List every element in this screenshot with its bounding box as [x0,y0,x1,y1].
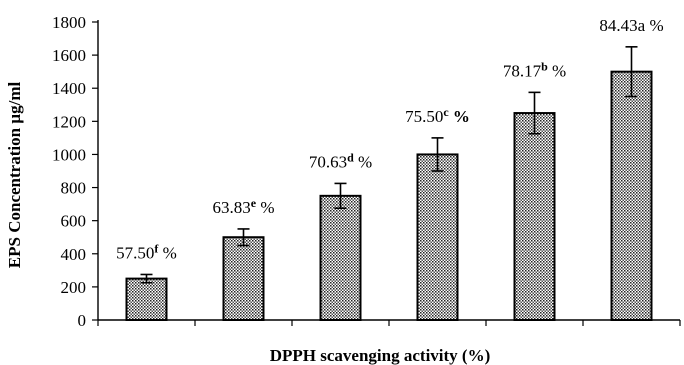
data-label: 78.17b % [503,59,566,80]
data-label: 84.43a % [599,16,663,35]
y-axis-title: EPS Concentration µg/ml [5,82,24,269]
bar [416,153,459,321]
data-label: 57.50f % [116,241,177,262]
bar [610,70,653,321]
y-tick-label: 400 [61,245,87,264]
y-tick-label: 200 [61,278,87,297]
bar [222,236,265,322]
data-label: 70.63d % [309,150,372,171]
y-tick-label: 800 [61,179,87,198]
y-tick-label: 600 [61,212,87,231]
bar [319,194,362,321]
y-tick-label: 1400 [52,79,86,98]
y-tick-label: 0 [78,311,87,330]
y-tick-label: 1800 [52,13,86,32]
y-tick-label: 1000 [52,145,86,164]
x-axis-title: DPPH scavenging activity (%) [270,346,491,365]
y-tick-label: 1200 [52,112,86,131]
data-label: 63.83e % [213,196,275,217]
bar [513,112,556,321]
data-label: 75.50c % [405,105,470,126]
y-tick-label: 1600 [52,46,86,65]
bar [125,277,168,322]
